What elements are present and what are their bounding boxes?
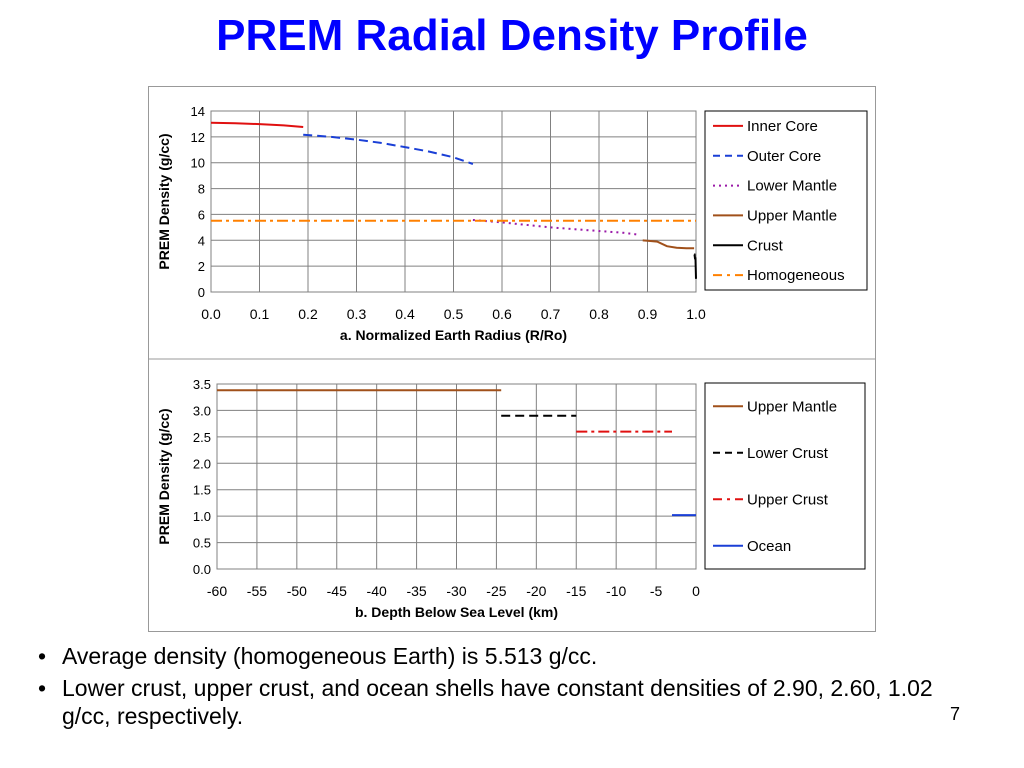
slide-title: PREM Radial Density Profile [216,11,808,60]
x-tick-label: -35 [406,583,426,599]
x-tick-label: -10 [606,583,626,599]
legend-label: Upper Crust [747,491,829,508]
x-tick-label: 1.0 [686,306,706,322]
x-tick-label: 0.2 [298,306,318,322]
x-tick-label: -5 [650,583,663,599]
x-tick-label: 0.6 [492,306,512,322]
y-tick-label: 4 [198,233,205,248]
x-tick-label: 0 [692,583,700,599]
x-tick-label: -45 [327,583,347,599]
series-line [693,253,697,279]
y-tick-label: 2.0 [193,456,211,471]
y-tick-label: 3.0 [193,403,211,418]
x-tick-label: 0.3 [347,306,367,322]
series-line [642,239,695,250]
y-tick-label: 2.5 [193,430,211,445]
y-tick-label: 14 [191,104,205,119]
plot-area-border [216,383,697,570]
bullet-item: • Lower crust, upper crust, and ocean sh… [38,674,948,730]
x-tick-label: 0.4 [395,306,415,322]
y-tick-label: 2 [198,259,205,274]
legend-label: Outer Core [747,148,821,165]
y-axis-label: PREM Density (g/cc) [156,133,172,269]
y-tick-label: 12 [191,130,205,145]
y-tick-label: 1.5 [193,483,211,498]
x-axis-label: b. Depth Below Sea Level (km) [355,604,558,620]
legend-box [704,382,866,570]
bullet-glyph: • [38,675,47,701]
x-tick-label: 0.1 [250,306,270,322]
legend-label: Lower Mantle [747,178,837,195]
legend-box [704,110,868,291]
y-tick-label: 0.5 [193,536,211,551]
x-tick-label: -25 [486,583,506,599]
legend-label: Ocean [747,538,791,555]
y-tick-label: 0 [198,285,205,300]
bullet-item: • Average density (homogeneous Earth) is… [38,642,948,670]
figure-frame: 0.0 0.1 0.2 0.3 0.4 0.5 0.6 0.7 0.8 0.9 1.0 0 2 4 6 8 10… [148,86,876,632]
bullet-text: Average density (homogeneous Earth) is 5… [62,643,598,669]
plot-area-border [210,110,697,293]
x-tick-label: -15 [566,583,586,599]
series-line [210,121,304,128]
y-axis-label: PREM Density (g/cc) [156,408,172,544]
bullet-glyph: • [38,643,47,669]
y-tick-label: 8 [198,182,205,197]
legend-label: Crust [747,237,784,254]
series-line [472,219,638,236]
x-tick-label: -40 [367,583,387,599]
legend-label: Lower Crust [747,445,829,462]
depth-chart: -60 -55 -50 -45 -40 -35 -30 -25 -20 -15 -10 -5 00.00… [156,377,866,620]
x-tick-label: -50 [287,583,307,599]
x-tick-label: 0.8 [589,306,609,322]
y-tick-label: 1.0 [193,509,211,524]
legend-label: Upper Mantle [747,207,837,224]
y-tick-label: 10 [191,156,205,171]
series-line [303,133,474,165]
y-tick-label: 3.5 [193,377,211,392]
y-tick-label: 6 [198,207,205,222]
x-tick-label: -60 [207,583,227,599]
x-tick-label: -20 [526,583,546,599]
x-tick-label: 0.7 [541,306,561,322]
x-tick-label: -30 [446,583,466,599]
x-tick-label: 0.5 [444,306,464,322]
y-tick-label: 0.0 [193,562,211,577]
x-tick-label: 0.0 [201,306,221,322]
legend-label: Inner Core [747,118,818,135]
x-tick-label: -55 [247,583,267,599]
bullet-text: Lower crust, upper crust, and ocean shel… [62,675,933,729]
legend-label: Homogeneous [747,267,845,284]
x-axis-label: a. Normalized Earth Radius (R/Ro) [340,327,567,343]
legend-label: Upper Mantle [747,398,837,415]
density-charts: 0.0 0.1 0.2 0.3 0.4 0.5 0.6 0.7 0.8 0.9 1.0 0 2 4 6 8 10… [149,104,875,620]
page-number: 7 [950,704,961,724]
radius-chart: 0.0 0.1 0.2 0.3 0.4 0.5 0.6 0.7 0.8 0.9 1.0 0 2 4 6 8 10… [156,104,868,343]
x-tick-label: 0.9 [638,306,658,322]
bullet-list: • Average density (homogeneous Earth) is… [38,642,948,734]
